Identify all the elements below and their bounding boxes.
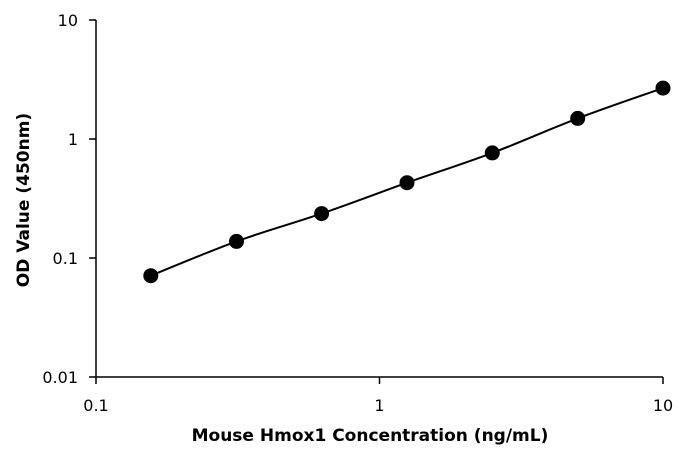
x-tick-label: 0.1 — [83, 396, 108, 415]
data-points — [143, 80, 671, 284]
x-axis-title: Mouse Hmox1 Concentration (ng/mL) — [192, 426, 549, 446]
data-point — [570, 110, 586, 126]
data-point — [229, 233, 244, 249]
x-tick-label: 10 — [653, 396, 673, 415]
y-tick-label: 10 — [58, 11, 78, 30]
data-point — [655, 80, 671, 96]
data-point — [143, 268, 159, 284]
tick-labels: 0.01 0.1 1 10 0.1 1 10 — [42, 11, 673, 415]
x-tick-label: 1 — [374, 396, 384, 415]
y-tick-label: 0.1 — [53, 249, 78, 268]
y-tick-label: 1 — [68, 130, 78, 149]
data-point — [399, 175, 415, 191]
y-axis-title: OD Value (450nm) — [14, 113, 34, 287]
axes — [95, 20, 663, 378]
data-point — [314, 206, 330, 222]
data-point — [484, 145, 500, 161]
y-tick-label: 0.01 — [42, 368, 78, 387]
ticks — [89, 19, 664, 384]
